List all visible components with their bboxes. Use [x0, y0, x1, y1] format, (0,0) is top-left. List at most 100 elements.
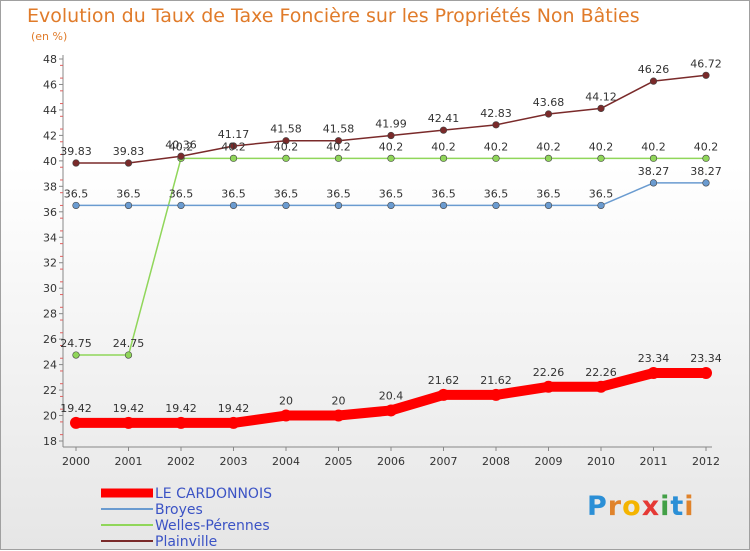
data-point [649, 77, 658, 85]
data-label: 20 [332, 395, 346, 408]
data-point [649, 179, 658, 187]
x-tick-label: 2004 [272, 455, 300, 468]
x-tick-label: 2000 [62, 455, 90, 468]
data-label: 22.26 [533, 366, 565, 379]
data-label: 19.42 [60, 402, 92, 415]
logo-letter: P [587, 491, 608, 522]
data-label: 40.2 [379, 140, 404, 153]
data-point [439, 201, 448, 210]
data-point [124, 351, 133, 359]
data-label: 40.36 [165, 138, 197, 151]
data-point [437, 388, 450, 401]
data-point [282, 154, 290, 162]
data-label: 20.4 [379, 389, 404, 402]
data-label: 21.62 [428, 374, 460, 387]
x-tick-label: 2006 [377, 455, 405, 468]
data-label: 40.2 [484, 140, 509, 153]
x-tick-label: 2005 [325, 455, 353, 468]
data-point [387, 154, 395, 162]
data-point [492, 201, 500, 210]
data-label: 36.5 [64, 187, 89, 200]
data-point [332, 409, 345, 422]
data-point [229, 201, 238, 210]
data-label: 40.2 [589, 140, 614, 153]
data-label: 40.2 [536, 140, 561, 153]
data-label: 40.2 [641, 140, 666, 153]
data-point [702, 179, 710, 187]
data-label: 36.5 [169, 187, 194, 200]
x-tick-label: 2012 [692, 455, 720, 468]
x-tick-label: 2001 [115, 455, 143, 468]
logo-letter: t [670, 491, 685, 522]
data-label: 24.75 [113, 337, 145, 350]
data-point [387, 131, 395, 140]
data-label: 36.5 [431, 187, 456, 200]
data-point [492, 154, 500, 162]
data-point [700, 367, 712, 380]
y-tick-label: 48 [43, 53, 57, 66]
data-label: 40.2 [169, 140, 194, 153]
data-point [490, 388, 502, 401]
chart-title: Evolution du Taux de Taxe Foncière sur l… [27, 5, 640, 27]
data-label: 21.62 [480, 374, 512, 387]
data-point [280, 409, 292, 422]
data-point [177, 201, 185, 210]
x-tick-label: 2002 [167, 455, 195, 468]
logo-letter: o [622, 491, 642, 522]
data-label: 23.34 [638, 352, 670, 365]
y-tick-label: 22 [43, 384, 57, 397]
x-tick-label: 2011 [640, 455, 668, 468]
data-label: 42.83 [480, 107, 512, 120]
data-point [387, 201, 395, 210]
logo-letter: r [607, 491, 623, 522]
data-point [597, 201, 605, 210]
y-tick-label: 24 [43, 359, 57, 372]
x-tick-label: 2009 [535, 455, 563, 468]
y-tick-label: 18 [43, 435, 57, 448]
data-label: 36.5 [484, 187, 509, 200]
data-point [597, 154, 605, 162]
data-point [72, 159, 80, 167]
y-tick-label: 38 [43, 180, 57, 193]
legend-entry: Plainville [155, 534, 217, 550]
data-point [334, 137, 343, 145]
data-point [334, 154, 343, 162]
data-point [177, 152, 185, 160]
y-tick-label: 46 [43, 78, 57, 91]
y-tick-label: 30 [43, 282, 57, 295]
data-label: 46.26 [638, 63, 670, 76]
proxiti-logo: Proxiti [587, 491, 695, 522]
data-point [542, 380, 555, 393]
data-label: 23.34 [690, 352, 722, 365]
logo-letter: i [660, 491, 671, 522]
data-label: 19.42 [113, 402, 145, 415]
data-point [72, 201, 80, 210]
y-tick-label: 44 [43, 104, 57, 117]
series-layer [70, 71, 712, 429]
data-point [649, 154, 658, 162]
data-label: 36.5 [589, 187, 614, 200]
data-label: 36.5 [221, 187, 246, 200]
data-label: 41.58 [270, 123, 302, 136]
data-label: 22.26 [585, 366, 617, 379]
data-label: 24.75 [60, 337, 92, 350]
data-point [492, 121, 500, 129]
data-label: 46.72 [690, 57, 722, 70]
axes: 18 20 22 24 26 28 30 32 34 36 38 40 42 44 46 48 2000 2001… [43, 53, 720, 468]
legend-entry: LE CARDONNOIS [155, 486, 272, 502]
y-tick-label: 34 [43, 231, 57, 244]
y-tick-label: 42 [43, 129, 57, 142]
data-label: 41.58 [323, 123, 355, 136]
x-tick-label: 2007 [430, 455, 458, 468]
data-label: 36.5 [116, 187, 141, 200]
data-point [122, 416, 135, 429]
data-point [229, 142, 238, 150]
data-point [702, 154, 710, 162]
data-point [439, 126, 448, 134]
data-label: 40.2 [274, 140, 299, 153]
logo-letter: i [684, 491, 695, 522]
x-tick-label: 2003 [220, 455, 248, 468]
